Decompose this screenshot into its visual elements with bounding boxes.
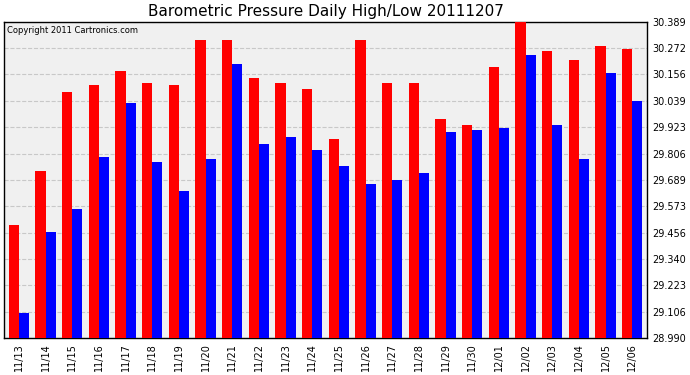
Bar (275, 82, 286, 338)
Bar (115, 71, 126, 338)
Bar (286, 137, 296, 338)
Bar (569, 60, 579, 338)
Bar (622, 49, 632, 338)
Bar (595, 46, 606, 338)
Bar (526, 56, 535, 338)
Bar (446, 132, 455, 338)
Bar (579, 159, 589, 338)
Bar (249, 78, 259, 338)
Bar (233, 64, 242, 338)
Bar (632, 100, 642, 338)
Bar (515, 19, 526, 338)
Bar (339, 166, 349, 338)
Bar (606, 74, 615, 338)
Bar (152, 162, 162, 338)
Bar (382, 82, 392, 338)
Bar (552, 126, 562, 338)
Bar (313, 150, 322, 338)
Bar (142, 82, 152, 338)
Bar (99, 157, 109, 338)
Bar (46, 232, 56, 338)
Bar (9, 225, 19, 338)
Bar (419, 173, 429, 338)
Bar (259, 144, 269, 338)
Bar (462, 126, 472, 338)
Bar (355, 40, 366, 338)
Text: Copyright 2011 Cartronics.com: Copyright 2011 Cartronics.com (8, 27, 139, 36)
Bar (222, 40, 233, 338)
Bar (35, 171, 46, 338)
Bar (328, 139, 339, 338)
Bar (366, 184, 376, 338)
Bar (169, 85, 179, 338)
Bar (62, 92, 72, 338)
Bar (435, 119, 446, 338)
Bar (542, 51, 552, 338)
Bar (472, 130, 482, 338)
Bar (126, 103, 136, 338)
Title: Barometric Pressure Daily High/Low 20111207: Barometric Pressure Daily High/Low 20111… (148, 4, 504, 19)
Bar (206, 159, 216, 338)
Bar (302, 89, 313, 338)
Bar (408, 82, 419, 338)
Bar (89, 85, 99, 338)
Bar (392, 180, 402, 338)
Bar (19, 313, 29, 338)
Bar (489, 67, 499, 338)
Bar (499, 128, 509, 338)
Bar (72, 209, 82, 338)
Bar (179, 191, 189, 338)
Bar (195, 40, 206, 338)
